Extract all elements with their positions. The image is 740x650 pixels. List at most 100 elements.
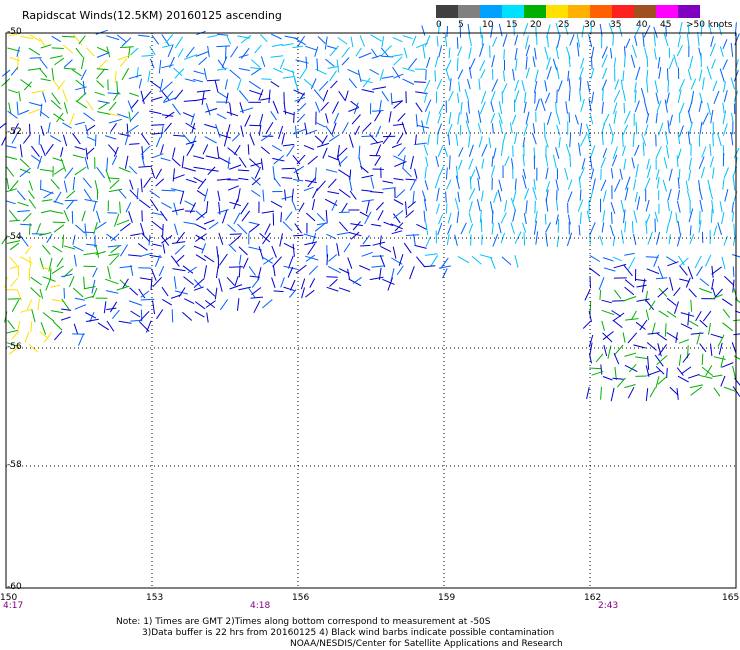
- wind-barb: [623, 158, 627, 170]
- wind-barb: [72, 234, 76, 245]
- wind-barb: [641, 133, 647, 147]
- wind-barb: [28, 199, 37, 209]
- wind-barb: [198, 57, 208, 66]
- longitude-label: 156: [292, 593, 310, 603]
- wind-barb: [468, 188, 476, 200]
- colorbar-swatch: [568, 5, 590, 18]
- wind-barb: [109, 254, 120, 266]
- wind-barb: [314, 46, 319, 57]
- wind-barb: [614, 79, 620, 90]
- wind-barb: [565, 101, 568, 114]
- wind-barb: [667, 188, 672, 201]
- wind-barb: [609, 224, 615, 237]
- wind-barb: [498, 179, 503, 192]
- wind-barb: [612, 312, 625, 322]
- wind-barb: [203, 265, 207, 278]
- wind-barb: [6, 240, 21, 244]
- wind-barb: [174, 36, 184, 49]
- wind-barb: [721, 362, 734, 368]
- wind-barb: [622, 70, 625, 82]
- wind-barb: [619, 168, 623, 180]
- wind-barb: [457, 46, 463, 57]
- wind-barb: [96, 68, 109, 71]
- wind-barb: [611, 300, 626, 302]
- wind-barb: [92, 267, 98, 278]
- wind-barb: [622, 90, 626, 102]
- wind-barb: [589, 254, 601, 262]
- wind-barb: [229, 235, 242, 245]
- wind-barb: [344, 90, 349, 102]
- wind-barb: [436, 203, 440, 214]
- wind-barb: [669, 114, 673, 126]
- wind-barb: [442, 268, 448, 279]
- wind-barb: [733, 223, 736, 236]
- wind-barb: [7, 33, 20, 37]
- wind-barb: [72, 154, 85, 159]
- wind-barb: [653, 26, 658, 38]
- wind-barb: [490, 90, 496, 104]
- wind-barb: [655, 146, 662, 160]
- wind-barb: [250, 296, 263, 299]
- wind-barb: [458, 81, 461, 92]
- wind-barb: [300, 278, 306, 290]
- wind-barb: [337, 37, 348, 45]
- wind-barb: [713, 387, 721, 397]
- wind-barb: [735, 310, 740, 314]
- wind-barb: [457, 191, 460, 203]
- wind-barb: [515, 58, 518, 71]
- wind-barb: [370, 191, 384, 194]
- wind-barb: [589, 276, 591, 289]
- wind-barb: [371, 48, 378, 58]
- wind-barb: [239, 254, 242, 265]
- wind-barb: [7, 110, 18, 119]
- wind-barb: [282, 143, 295, 147]
- wind-barb: [293, 234, 304, 237]
- wind-barb: [424, 253, 438, 256]
- wind-barb: [544, 46, 549, 60]
- wind-barb: [162, 223, 164, 237]
- wind-barb: [545, 198, 549, 212]
- wind-barb: [292, 128, 306, 135]
- wind-barb: [149, 199, 159, 211]
- wind-barb: [469, 58, 476, 70]
- wind-barb: [532, 56, 536, 68]
- wind-barb: [734, 377, 740, 386]
- wind-barb: [195, 51, 209, 57]
- wind-barb: [283, 110, 295, 116]
- wind-barb: [657, 343, 662, 357]
- wind-barb: [237, 169, 250, 172]
- wind-barb: [646, 268, 659, 275]
- wind-barb: [174, 68, 185, 79]
- wind-barb: [74, 146, 86, 151]
- wind-barb: [686, 34, 690, 47]
- wind-barb: [658, 122, 664, 136]
- wind-barb: [251, 287, 262, 296]
- wind-barb: [336, 155, 341, 167]
- wind-barb: [699, 92, 703, 104]
- wind-barb: [110, 245, 120, 254]
- wind-barb: [161, 234, 173, 244]
- wind-barb: [699, 199, 703, 212]
- colorbar-swatch: [590, 5, 612, 18]
- wind-barb: [60, 147, 64, 158]
- wind-barb: [522, 168, 527, 179]
- wind-barb: [194, 98, 207, 102]
- wind-barb: [722, 308, 731, 319]
- wind-barb: [643, 25, 651, 38]
- wind-barb: [207, 45, 210, 58]
- wind-barb: [5, 200, 16, 205]
- wind-barb: [63, 245, 76, 250]
- wind-barb: [468, 212, 473, 223]
- wind-barb: [187, 266, 197, 274]
- wind-barb: [709, 143, 712, 156]
- wind-barb: [492, 234, 499, 247]
- wind-barb: [415, 91, 428, 95]
- wind-barb: [602, 376, 613, 381]
- wind-barb: [523, 123, 529, 136]
- wind-barb: [173, 134, 186, 137]
- wind-barb: [532, 187, 537, 200]
- wind-barb: [396, 133, 404, 145]
- wind-barb: [287, 266, 294, 278]
- wind-barb: [26, 299, 33, 310]
- wind-barb: [40, 144, 46, 157]
